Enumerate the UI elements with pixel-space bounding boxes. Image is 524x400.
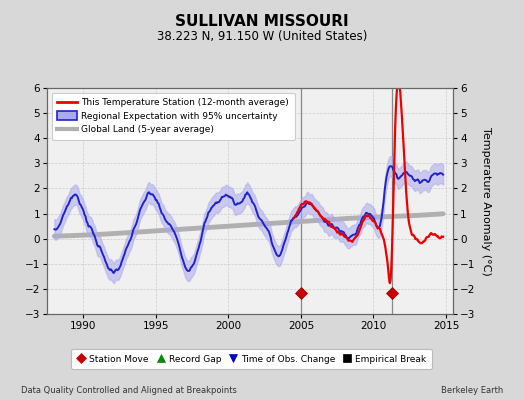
Y-axis label: Temperature Anomaly (°C): Temperature Anomaly (°C) — [481, 127, 491, 275]
Legend: Station Move, Record Gap, Time of Obs. Change, Empirical Break: Station Move, Record Gap, Time of Obs. C… — [71, 349, 432, 369]
Text: Berkeley Earth: Berkeley Earth — [441, 386, 503, 395]
Legend: This Temperature Station (12-month average), Regional Expectation with 95% uncer: This Temperature Station (12-month avera… — [52, 92, 294, 140]
Text: SULLIVAN MISSOURI: SULLIVAN MISSOURI — [175, 14, 349, 29]
Text: 38.223 N, 91.150 W (United States): 38.223 N, 91.150 W (United States) — [157, 30, 367, 43]
Text: Data Quality Controlled and Aligned at Breakpoints: Data Quality Controlled and Aligned at B… — [21, 386, 237, 395]
